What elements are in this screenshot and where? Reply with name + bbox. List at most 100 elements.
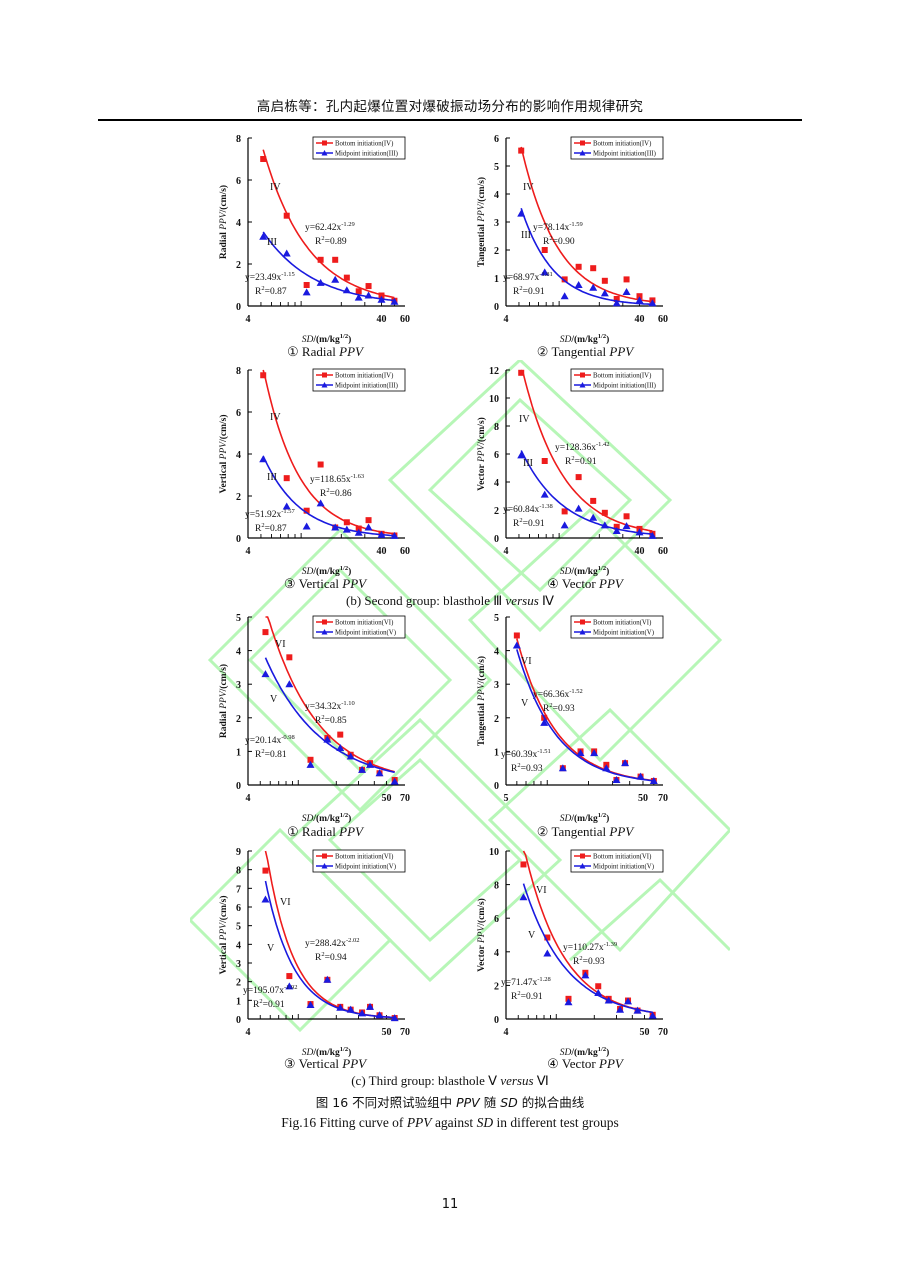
fit-r2-sup: 2 bbox=[517, 762, 520, 769]
panel-caption-em: PPV bbox=[342, 576, 367, 591]
data-point-triangle bbox=[354, 293, 363, 301]
data-point-triangle bbox=[336, 744, 345, 752]
data-point-triangle bbox=[390, 531, 399, 539]
legend-label: Bottom initiation(VI) bbox=[593, 854, 651, 861]
x-axis-label-end: ) bbox=[606, 1047, 609, 1058]
legend-box bbox=[312, 136, 406, 160]
data-point-triangle bbox=[336, 1003, 345, 1011]
y-tick-label: 0 bbox=[236, 781, 241, 792]
y-tick-label: 6 bbox=[236, 176, 241, 187]
y-tick-label: 4 bbox=[236, 647, 241, 658]
fit-r2-value: =0.93 bbox=[583, 957, 605, 967]
group-caption-text: (c) Third group: blasthole Ⅴ bbox=[351, 1073, 501, 1088]
fit-r2-value: =0.87 bbox=[265, 287, 287, 297]
data-point-square bbox=[590, 265, 597, 272]
running-header: 高启栋等：孔内起爆位置对爆破振动场分布的影响作用规律研究 bbox=[256, 99, 644, 115]
data-point-square bbox=[317, 256, 324, 263]
y-axis-label-post: /(cm/s) bbox=[218, 664, 229, 692]
fit-equation: y=60.39x-1.51 bbox=[501, 748, 551, 760]
fit-r2-sup: 2 bbox=[321, 714, 324, 721]
fit-r2-label: R bbox=[320, 489, 327, 499]
data-point-triangle bbox=[600, 521, 609, 529]
x-axis-label-end: ) bbox=[348, 813, 351, 824]
y-axis-label-em: PPV bbox=[219, 211, 229, 231]
x-axis-label-sup: 1/2 bbox=[598, 333, 606, 340]
data-point-square bbox=[613, 523, 620, 530]
fit-r2-label: R bbox=[511, 764, 518, 774]
data-point-triangle bbox=[621, 759, 630, 767]
x-axis-label-end: ) bbox=[348, 334, 351, 345]
y-axis-label-em: PPV bbox=[477, 924, 487, 944]
data-point-square bbox=[262, 867, 269, 874]
data-point-triangle bbox=[648, 299, 657, 307]
y-tick-label: 5 bbox=[236, 922, 241, 933]
x-axis-label-end: ) bbox=[348, 566, 351, 577]
data-point-triangle bbox=[581, 971, 590, 979]
x-tick-label: 40 bbox=[376, 314, 386, 325]
x-tick-label: 4 bbox=[504, 1027, 509, 1038]
fit-r2-sup: 2 bbox=[321, 235, 324, 242]
fit-r2-sup: 2 bbox=[321, 951, 324, 958]
data-point-triangle bbox=[259, 455, 268, 463]
x-tick-label: 60 bbox=[400, 546, 410, 557]
legend-label: Midpoint initiation(III) bbox=[335, 151, 398, 158]
fit-equation-coef: y=288.42x bbox=[305, 939, 346, 949]
fit-r2-value: =0.91 bbox=[575, 457, 597, 467]
fit-r2-label: R bbox=[255, 524, 262, 534]
fit-equation-exp: -1.57 bbox=[281, 508, 295, 515]
y-tick-label: 0 bbox=[494, 302, 499, 313]
y-tick-label: 4 bbox=[494, 478, 499, 489]
legend-square-icon bbox=[580, 619, 585, 625]
data-point-triangle bbox=[342, 286, 351, 294]
fit-curve-midpoint bbox=[262, 455, 395, 537]
data-point-triangle bbox=[612, 527, 621, 534]
fit-r2-value: =0.90 bbox=[553, 237, 575, 247]
legend-triangle-icon bbox=[579, 629, 586, 635]
y-tick-label: 0 bbox=[236, 1015, 241, 1026]
panel-caption-text: ④ Vector bbox=[547, 576, 600, 591]
panel-caption: ④ Vector PPV bbox=[510, 1056, 660, 1072]
panel-caption-text: ② Tangential bbox=[536, 824, 610, 839]
fit-equation-exp: -1.59 bbox=[569, 221, 583, 228]
panel-caption-em: PPV bbox=[609, 824, 634, 839]
legend-triangle-icon bbox=[579, 863, 586, 869]
x-tick-label: 70 bbox=[400, 1027, 410, 1038]
curve-label: VI bbox=[536, 885, 547, 896]
fit-equation: y=60.84x-1.38 bbox=[503, 503, 553, 515]
x-axis-label-sup: 1/2 bbox=[340, 565, 348, 572]
caption-text: Fig.16 Fitting curve of bbox=[281, 1115, 407, 1130]
chart-svg: 0 2 4 6 8 4 40 60 SD/(m/kg1/2) Radial PPV/(cm/s) I… bbox=[218, 134, 410, 345]
y-tick-label: 12 bbox=[489, 366, 499, 377]
fit-equation-coef: y=51.92x bbox=[245, 510, 281, 520]
fit-equation-coef: y=20.14x bbox=[245, 736, 281, 746]
caption-text: against bbox=[431, 1115, 477, 1130]
panel-caption: ① Radial PPV bbox=[255, 344, 395, 360]
fit-equation-coef: y=34.32x bbox=[305, 702, 341, 712]
y-axis-label-post: /(cm/s) bbox=[476, 898, 487, 926]
fit-r2: R2=0.85 bbox=[315, 714, 347, 726]
x-tick-label: 4 bbox=[246, 546, 251, 557]
legend-box bbox=[570, 368, 664, 392]
x-tick-label: 60 bbox=[400, 314, 410, 325]
panel-caption-em: PPV bbox=[339, 824, 363, 839]
panel-caption: ② Tangential PPV bbox=[510, 344, 660, 360]
legend-square-icon bbox=[580, 372, 585, 378]
fit-r2-label: R bbox=[543, 237, 550, 247]
fit-r2: R2=0.86 bbox=[320, 487, 352, 499]
fit-equation: y=118.65x-1.63 bbox=[310, 473, 364, 485]
y-tick-label: 1 bbox=[494, 274, 499, 285]
fit-equation: y=34.32x-1.10 bbox=[305, 700, 355, 712]
y-tick-label: 4 bbox=[236, 940, 241, 951]
y-tick-label: 8 bbox=[236, 366, 241, 377]
data-point-triangle bbox=[633, 1006, 642, 1014]
y-axis-label-post: /(cm/s) bbox=[476, 417, 487, 445]
x-tick-label: 60 bbox=[658, 546, 668, 557]
panel-caption-text: ③ Vertical bbox=[283, 576, 343, 591]
data-point-triangle bbox=[616, 1005, 625, 1013]
x-tick-label: 4 bbox=[246, 1027, 251, 1038]
data-point-square bbox=[590, 497, 597, 504]
x-axis-label-em: SD bbox=[302, 335, 314, 345]
data-point-square bbox=[575, 263, 582, 270]
legend-box bbox=[570, 136, 664, 160]
